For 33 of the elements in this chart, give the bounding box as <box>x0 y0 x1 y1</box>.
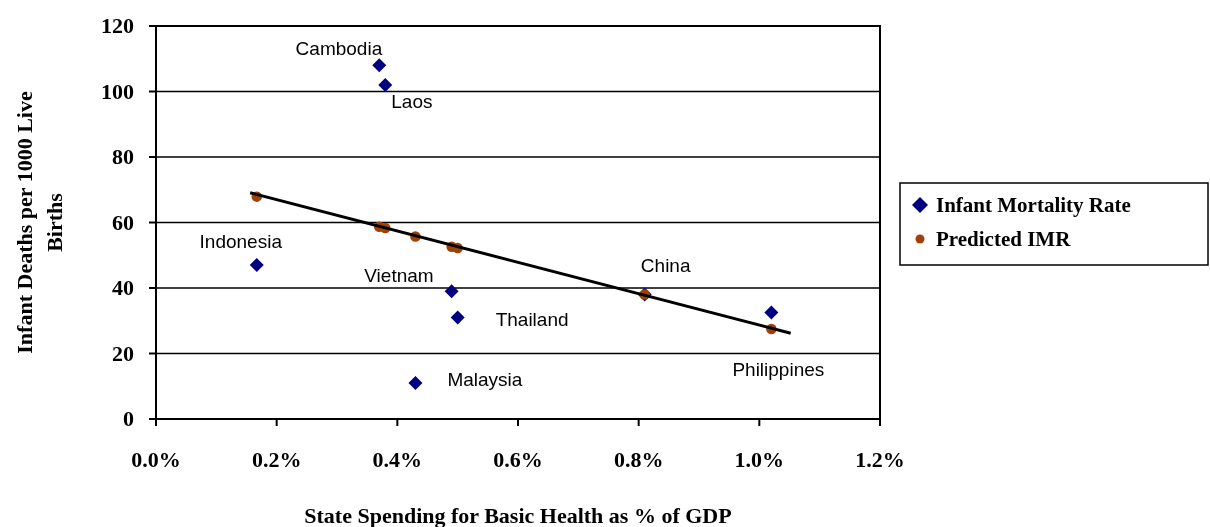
x-tick-label: 0.8% <box>613 447 664 472</box>
point <box>408 375 423 390</box>
y-tick-label: 80 <box>112 144 134 169</box>
legend-label: Infant Mortality Rate <box>936 193 1131 217</box>
x-tick-label: 0.4% <box>372 447 423 472</box>
point <box>450 310 465 325</box>
annotation: Indonesia <box>199 231 283 253</box>
annotation: Thailand <box>495 309 569 331</box>
y-tick-label: 40 <box>112 275 134 300</box>
y-tick-label: 0 <box>123 406 134 431</box>
annotation: Laos <box>391 90 433 112</box>
y-tick-label: 120 <box>101 13 134 38</box>
x-tick-label: 0.6% <box>493 447 543 472</box>
annotation: Vietnam <box>364 265 434 287</box>
point <box>249 258 264 273</box>
annotation: Philippines <box>732 358 825 380</box>
x-axis-title: State Spending for Basic Health as % of GDP <box>304 503 732 527</box>
y-tick-label: 60 <box>112 209 134 235</box>
y-axis-title: Infant Deaths per 1000 Live Births <box>12 91 67 354</box>
point <box>378 77 393 92</box>
x-tick-label: 0.0% <box>131 447 181 472</box>
x-tick-label: 0.2% <box>251 447 302 472</box>
point <box>764 305 779 320</box>
annotation: China <box>640 254 691 276</box>
x-tick-label: 1.2% <box>855 447 905 472</box>
annotation: Malaysia <box>447 368 523 390</box>
legend-label: Predicted IMR <box>936 227 1072 251</box>
annotation: Cambodia <box>295 38 383 60</box>
y-tick-label: 100 <box>101 78 134 104</box>
point <box>444 284 459 299</box>
x-tick-label: 1.0% <box>734 447 785 472</box>
y-tick-label: 20 <box>112 340 134 366</box>
point <box>372 58 387 73</box>
